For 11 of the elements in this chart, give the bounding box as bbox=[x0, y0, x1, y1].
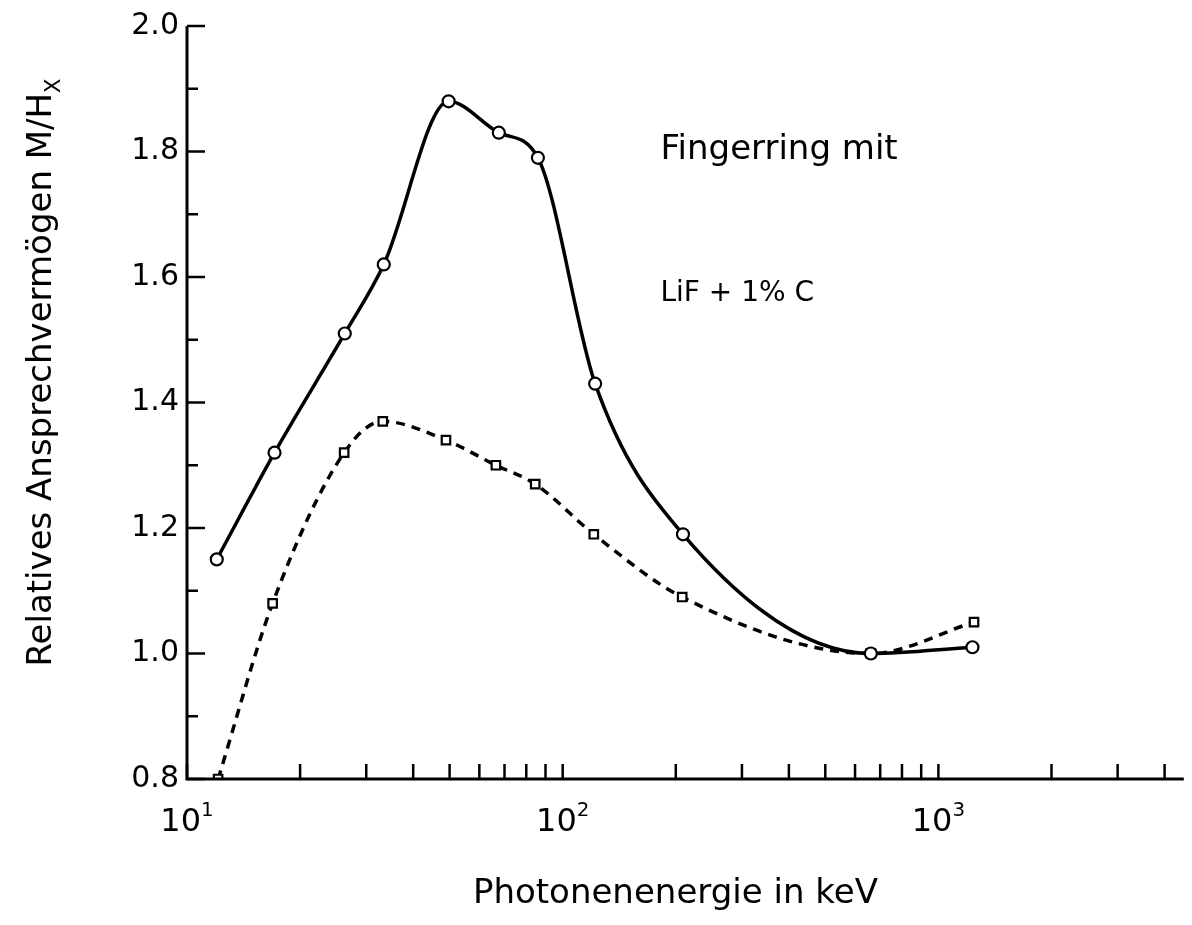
y-tick-label: 1.8 bbox=[131, 131, 179, 167]
y-axis-title: Relatives Ansprechvermögen M/HX bbox=[18, 78, 66, 667]
y-tick-label: 1.2 bbox=[131, 507, 179, 543]
y-tick-label: 0.8 bbox=[131, 758, 179, 794]
text: LiF + 1% C bbox=[660, 274, 815, 308]
y-tick-label: 2.0 bbox=[131, 5, 179, 41]
y-tick-label: 1.6 bbox=[131, 256, 179, 292]
annotation: Fingerring mit bbox=[660, 127, 898, 168]
x-axis-title: Photonenenergie in keV bbox=[472, 870, 878, 911]
y-tick-label: 1.0 bbox=[131, 633, 179, 669]
y-tick-label: 1.4 bbox=[131, 382, 179, 418]
